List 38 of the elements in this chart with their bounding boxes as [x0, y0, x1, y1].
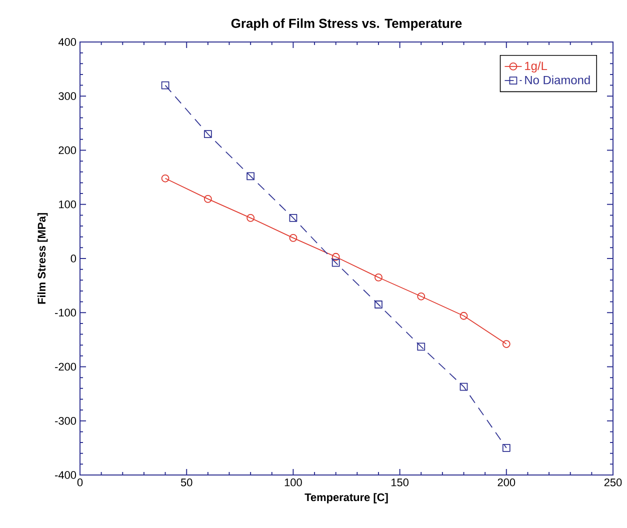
x-tick-label: 250	[604, 478, 622, 486]
point	[289, 234, 298, 242]
point	[161, 174, 170, 182]
point	[417, 342, 426, 351]
point	[332, 252, 340, 261]
y-tick-label: -400	[55, 471, 76, 479]
x-tick-label: 200	[498, 478, 516, 486]
x-tick-label: 50	[180, 478, 192, 486]
point	[460, 382, 468, 391]
point	[161, 81, 170, 90]
y-axis-title: Film Stress [MPa]	[37, 213, 48, 304]
legend-label: No Diamond	[525, 76, 590, 84]
x-axis-title: Temperature [C]	[304, 493, 388, 504]
y-tick-label: 100	[59, 200, 76, 208]
point	[204, 195, 212, 203]
y-tick-label: 300	[58, 92, 76, 100]
y-tick-label: 0	[70, 254, 76, 262]
x-tick-label: 150	[391, 478, 409, 486]
y-tick-label: -200	[55, 362, 76, 371]
point	[502, 340, 510, 348]
point	[417, 292, 426, 300]
point	[374, 273, 382, 282]
point	[460, 312, 468, 320]
x-tick-label: 100	[284, 478, 302, 486]
point	[246, 172, 255, 180]
point	[374, 300, 382, 308]
y-tick-label: 400	[58, 38, 76, 46]
point	[204, 130, 212, 138]
point	[332, 258, 340, 267]
legend-label: 1g/L	[525, 61, 548, 73]
point	[289, 214, 298, 222]
y-tick-label: -300	[55, 417, 76, 425]
x-tick-label: 0	[77, 478, 83, 486]
y-tick-label: -100	[55, 308, 76, 317]
chart-title: Graph of Film Stress vs. Temperature	[231, 18, 462, 30]
point	[246, 214, 255, 222]
y-tick-label: 200	[58, 146, 76, 154]
point	[502, 444, 510, 452]
